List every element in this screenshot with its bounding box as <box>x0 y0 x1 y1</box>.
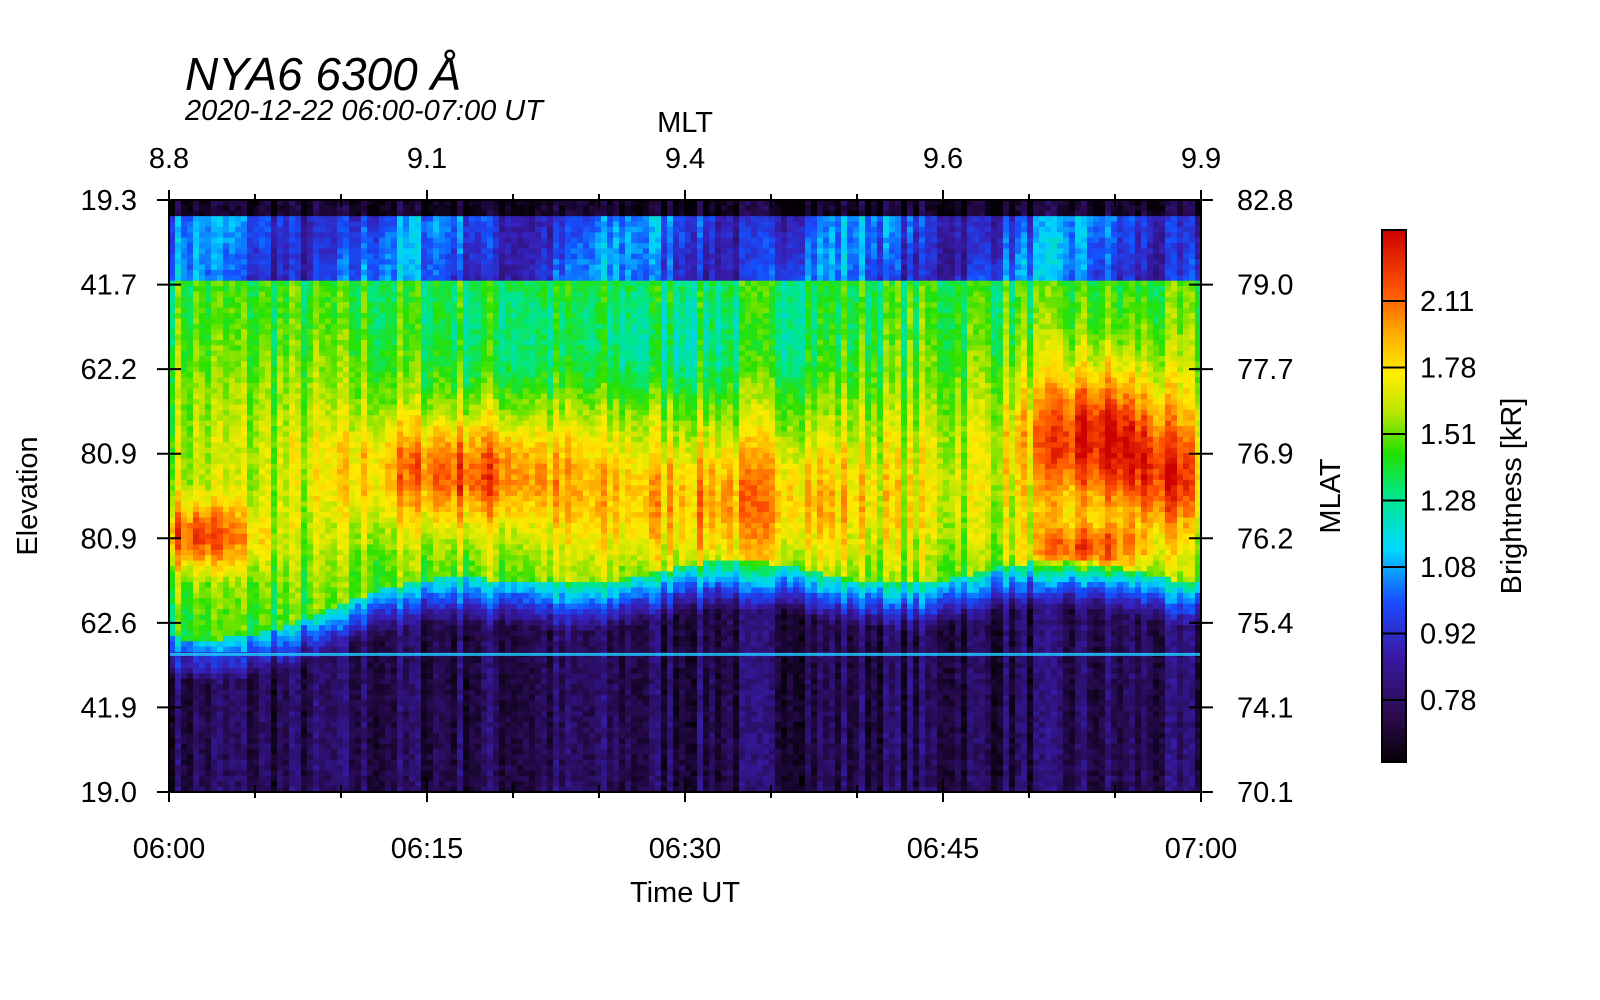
y-right-axis-title: MLAT <box>1315 458 1347 533</box>
x-tick-label: 07:00 <box>1165 833 1238 865</box>
y-right-tick-label: 79.0 <box>1237 270 1293 302</box>
y-tick-label: 19.0 <box>81 777 137 809</box>
y-right-tick-label: 76.9 <box>1237 439 1293 471</box>
y-right-tick-label: 77.7 <box>1237 354 1293 386</box>
x-tick-label: 06:15 <box>391 833 464 865</box>
y-axis-title: Elevation <box>12 436 44 555</box>
y-tick-label: 62.6 <box>81 608 137 640</box>
x-top-axis-title: MLT <box>657 107 713 139</box>
x-axis-title: Time UT <box>630 877 740 909</box>
colorbar-tick-label: 1.28 <box>1420 486 1476 518</box>
chart-title: NYA6 6300 Å <box>185 48 461 100</box>
colorbar-tick-label: 2.11 <box>1420 286 1474 318</box>
y-axis-right: 82.8 79.0 77.7 76.9 76.2 75.4 74.1 70.1 <box>1189 185 1293 809</box>
x-tick-label: 06:45 <box>907 833 980 865</box>
y-tick-label: 80.9 <box>81 523 137 555</box>
y-axis-left: 19.3 41.7 62.2 80.9 80.9 62.6 41.9 19.0 <box>81 185 181 809</box>
colorbar-tick-label: 1.51 <box>1420 419 1476 451</box>
colorbar <box>1381 229 1407 763</box>
horizon-line <box>169 652 1201 656</box>
x-top-tick-label: 9.9 <box>1181 143 1221 175</box>
y-tick-label: 80.9 <box>81 439 137 471</box>
colorbar-tick-label: 0.78 <box>1420 685 1476 717</box>
x-top-tick-label: 9.6 <box>923 143 963 175</box>
y-right-tick-label: 70.1 <box>1237 777 1293 809</box>
colorbar-tick-label: 0.92 <box>1420 619 1476 651</box>
chart-subtitle: 2020-12-22 06:00-07:00 UT <box>184 95 545 127</box>
y-tick-label: 41.7 <box>81 270 137 302</box>
brightness-heatmap <box>169 200 1202 793</box>
x-axis-bottom: 06:00 06:15 06:30 06:45 07:00 <box>133 778 1238 865</box>
y-right-tick-label: 82.8 <box>1237 185 1293 217</box>
colorbar-tick-label: 1.08 <box>1420 552 1476 584</box>
x-top-tick-label: 8.8 <box>149 143 189 175</box>
x-tick-label: 06:30 <box>649 833 722 865</box>
colorbar-ticks: 0.78 0.92 1.08 1.28 1.51 1.78 2.11 <box>1382 286 1476 717</box>
x-top-tick-label: 9.4 <box>665 143 705 175</box>
y-tick-label: 19.3 <box>81 185 137 217</box>
x-axis-top: 8.8 9.1 9.4 9.6 9.9 <box>149 143 1221 214</box>
y-right-tick-label: 76.2 <box>1237 523 1293 555</box>
colorbar-tick-label: 1.78 <box>1420 353 1476 385</box>
y-right-tick-label: 74.1 <box>1237 692 1293 724</box>
y-tick-label: 62.2 <box>81 354 137 386</box>
x-top-tick-label: 9.1 <box>407 143 447 175</box>
colorbar-title: Brightness [kR] <box>1496 398 1528 595</box>
y-right-tick-label: 75.4 <box>1237 608 1293 640</box>
x-tick-label: 06:00 <box>133 833 206 865</box>
y-tick-label: 41.9 <box>81 692 137 724</box>
